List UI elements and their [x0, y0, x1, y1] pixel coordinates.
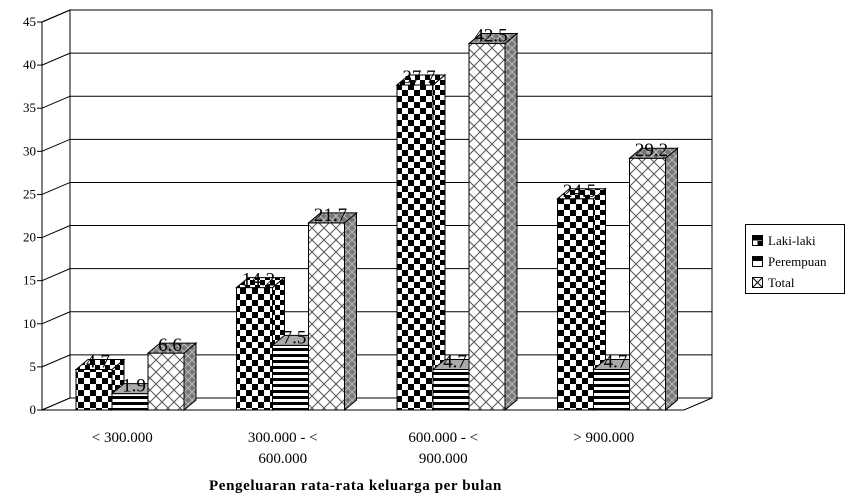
y-tick-label: 15 — [23, 273, 36, 288]
legend-swatch-stripes — [752, 256, 763, 267]
legend-swatch-checker — [752, 235, 763, 246]
data-label: 4.7 — [86, 351, 110, 372]
data-label: 6.6 — [158, 335, 182, 356]
legend-item-laki-laki: Laki-laki — [752, 230, 844, 251]
legend-label-total: Total — [768, 274, 795, 290]
data-label: 4.7 — [443, 351, 467, 372]
bar-side — [183, 342, 197, 412]
x-category-line: 600.000 — [258, 451, 308, 467]
bar-front — [593, 368, 630, 411]
legend-swatch-cross — [752, 277, 763, 288]
bar-top — [235, 277, 286, 289]
bar-side — [665, 147, 678, 412]
bar-front — [432, 368, 470, 411]
bar-top — [307, 212, 358, 224]
x-category-line: > 900.000 — [573, 430, 635, 446]
bar-front — [468, 43, 506, 411]
bar-3-2 — [628, 147, 679, 412]
legend: Laki-laki Perempuan Total — [745, 224, 845, 294]
data-label: 4.7 — [604, 351, 628, 372]
data-label: 24.5 — [563, 181, 596, 202]
bar-side — [344, 211, 357, 412]
bar-front — [236, 287, 273, 411]
y-tick-label: 40 — [23, 57, 36, 72]
y-tick-label: 35 — [23, 100, 36, 115]
x-category-label: < 300.000 — [42, 428, 202, 449]
bar-front — [75, 368, 113, 411]
data-label: 1.9 — [122, 376, 146, 397]
bar-front — [557, 198, 594, 411]
plot-walls — [41, 9, 713, 411]
x-axis-title: Pengeluaran rata-rata keluarga per bulan — [209, 478, 502, 494]
bar-2-2 — [467, 32, 519, 412]
data-label: 37.7 — [402, 67, 435, 88]
y-tick-label: 30 — [23, 143, 36, 158]
y-tick-label: 5 — [30, 359, 37, 374]
legend-label-laki-laki: Laki-laki — [768, 232, 816, 248]
bar-top — [146, 342, 198, 354]
gridline — [41, 9, 712, 23]
data-label: 29.2 — [635, 140, 668, 161]
legend-item-perempuan: Perempuan — [752, 251, 844, 272]
data-label: 42.5 — [474, 26, 507, 47]
legend-item-total: Total — [752, 272, 844, 293]
y-tick-label: 20 — [23, 230, 36, 245]
x-category-line: 600.000 - < — [408, 430, 479, 446]
bar-top — [395, 74, 447, 86]
x-category-line: 300.000 - < — [247, 430, 318, 446]
bar-3-0 — [556, 187, 607, 412]
bar-0-2 — [146, 342, 198, 412]
data-label: 21.7 — [314, 205, 347, 226]
bar-top — [467, 33, 519, 45]
y-tick-label: 10 — [23, 316, 36, 331]
bar-front — [308, 222, 345, 411]
x-category-line: < 300.000 — [91, 430, 153, 446]
bar-front — [629, 157, 666, 411]
y-tick-label: 0 — [30, 402, 37, 417]
data-label: 7.5 — [283, 327, 307, 348]
x-category-line: 900.000 — [418, 451, 468, 467]
data-labels: 4.7 1.9 6.6 14.2 7.5 21.7 37.7 4.7 42.5 24.5 4.7 29… — [86, 26, 668, 397]
bar-1-2 — [307, 211, 358, 412]
side-wall — [41, 9, 71, 411]
bar-side — [504, 32, 518, 412]
legend-label-perempuan: Perempuan — [768, 253, 827, 269]
x-category-label: 600.000 - < 900.000 — [363, 428, 523, 470]
bars — [74, 32, 679, 412]
bar-top — [556, 188, 607, 200]
bar-front — [272, 344, 309, 411]
data-label: 14.2 — [242, 270, 275, 291]
y-tick-label: 45 — [23, 14, 36, 29]
y-tick-label: 25 — [23, 186, 36, 201]
bar-front — [396, 84, 434, 411]
x-category-label: 300.000 - < 600.000 — [203, 428, 363, 470]
bar-top — [628, 147, 679, 159]
x-category-label: > 900.000 — [524, 428, 684, 449]
bar-2-0 — [395, 73, 447, 412]
bar-top — [74, 358, 126, 370]
bar-front — [147, 352, 185, 411]
